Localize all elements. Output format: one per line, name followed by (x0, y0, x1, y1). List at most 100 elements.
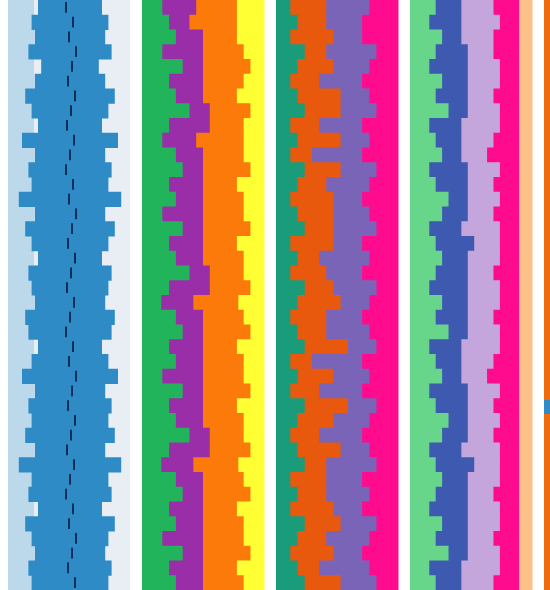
area-segment (499, 295, 520, 311)
area-segment (340, 88, 370, 104)
area-segment (304, 516, 342, 532)
area-segment (467, 383, 501, 399)
area-segment (461, 368, 488, 384)
area-segment (169, 501, 204, 517)
area-segment (519, 88, 533, 104)
area-segment (142, 118, 170, 134)
area-segment (276, 14, 299, 30)
area-segment (442, 295, 469, 311)
area-segment (203, 368, 245, 384)
area-segment (162, 368, 204, 384)
area-segment (290, 354, 313, 370)
area-segment (276, 132, 299, 148)
area-segment (467, 545, 501, 561)
area-band (31, 531, 109, 547)
area-segment (243, 73, 265, 89)
area-segment (461, 0, 494, 16)
area-segment (326, 531, 370, 547)
area-segment (467, 295, 501, 311)
area-segment (376, 516, 399, 532)
area-segment (429, 442, 462, 458)
data-tick (68, 193, 70, 205)
area-segment (276, 368, 299, 384)
area-segment (162, 0, 197, 16)
area-segment (362, 236, 399, 252)
area-segment (276, 191, 291, 207)
area-segment (203, 560, 238, 576)
area-segment (369, 206, 399, 222)
area-segment (243, 132, 265, 148)
area-segment (333, 191, 363, 207)
area-segment (410, 236, 437, 252)
area-segment (276, 59, 299, 75)
area-segment (169, 14, 190, 30)
area-segment (362, 383, 399, 399)
area-segment (467, 250, 501, 266)
panel-2 (142, 0, 265, 590)
area-segment (410, 250, 443, 266)
area-segment (276, 501, 291, 517)
area-segment (142, 413, 177, 429)
area-band (22, 132, 118, 148)
area-segment (493, 575, 520, 590)
area-segment (369, 88, 399, 104)
area-segment (250, 280, 265, 296)
area-segment (142, 309, 177, 325)
area-segment (203, 88, 238, 104)
area-segment (142, 560, 170, 576)
area-segment (467, 486, 494, 502)
area-segment (376, 280, 399, 296)
area-segment (250, 221, 265, 237)
area-segment (276, 575, 306, 590)
area-segment (304, 162, 342, 178)
area-segment (333, 29, 363, 45)
area-segment (175, 147, 204, 163)
area-segment (442, 206, 469, 222)
area-segment (243, 309, 265, 325)
area-segment (410, 132, 437, 148)
area-band (38, 118, 102, 134)
area-band (38, 250, 102, 266)
area-segment (467, 191, 501, 207)
area-segment (209, 427, 245, 443)
area-segment (499, 472, 520, 488)
area-segment (499, 280, 520, 296)
data-tick (72, 179, 74, 190)
area-segment (276, 221, 306, 237)
area-segment (142, 457, 162, 473)
area-segment (182, 221, 204, 237)
area-segment (467, 516, 501, 532)
area-segment (376, 398, 399, 414)
area-segment (297, 413, 334, 429)
area-segment (333, 59, 370, 75)
area-band (34, 442, 106, 458)
area-segment (435, 531, 469, 547)
data-tick (71, 223, 73, 234)
area-segment (493, 265, 520, 281)
area-segment (243, 250, 265, 266)
area-segment (243, 265, 265, 281)
area-segment (410, 295, 443, 311)
area-segment (410, 29, 443, 45)
area-segment (175, 250, 204, 266)
area-segment (276, 0, 291, 16)
area-segment (276, 88, 299, 104)
area-segment (362, 472, 399, 488)
area-segment (519, 368, 533, 384)
area-segment (142, 29, 177, 45)
area-segment (333, 236, 363, 252)
area-segment (203, 398, 238, 414)
area-segment (203, 383, 251, 399)
area-segment (203, 191, 245, 207)
area-segment (333, 368, 370, 384)
area-segment (467, 531, 494, 547)
area-segment (362, 118, 399, 134)
data-tick (65, 164, 67, 175)
area-band (31, 280, 109, 296)
area-segment (499, 413, 520, 429)
area-segment (297, 88, 342, 104)
area-segment (435, 486, 469, 502)
area-segment (304, 339, 349, 355)
area-segment (161, 295, 194, 311)
area-segment (519, 486, 533, 502)
